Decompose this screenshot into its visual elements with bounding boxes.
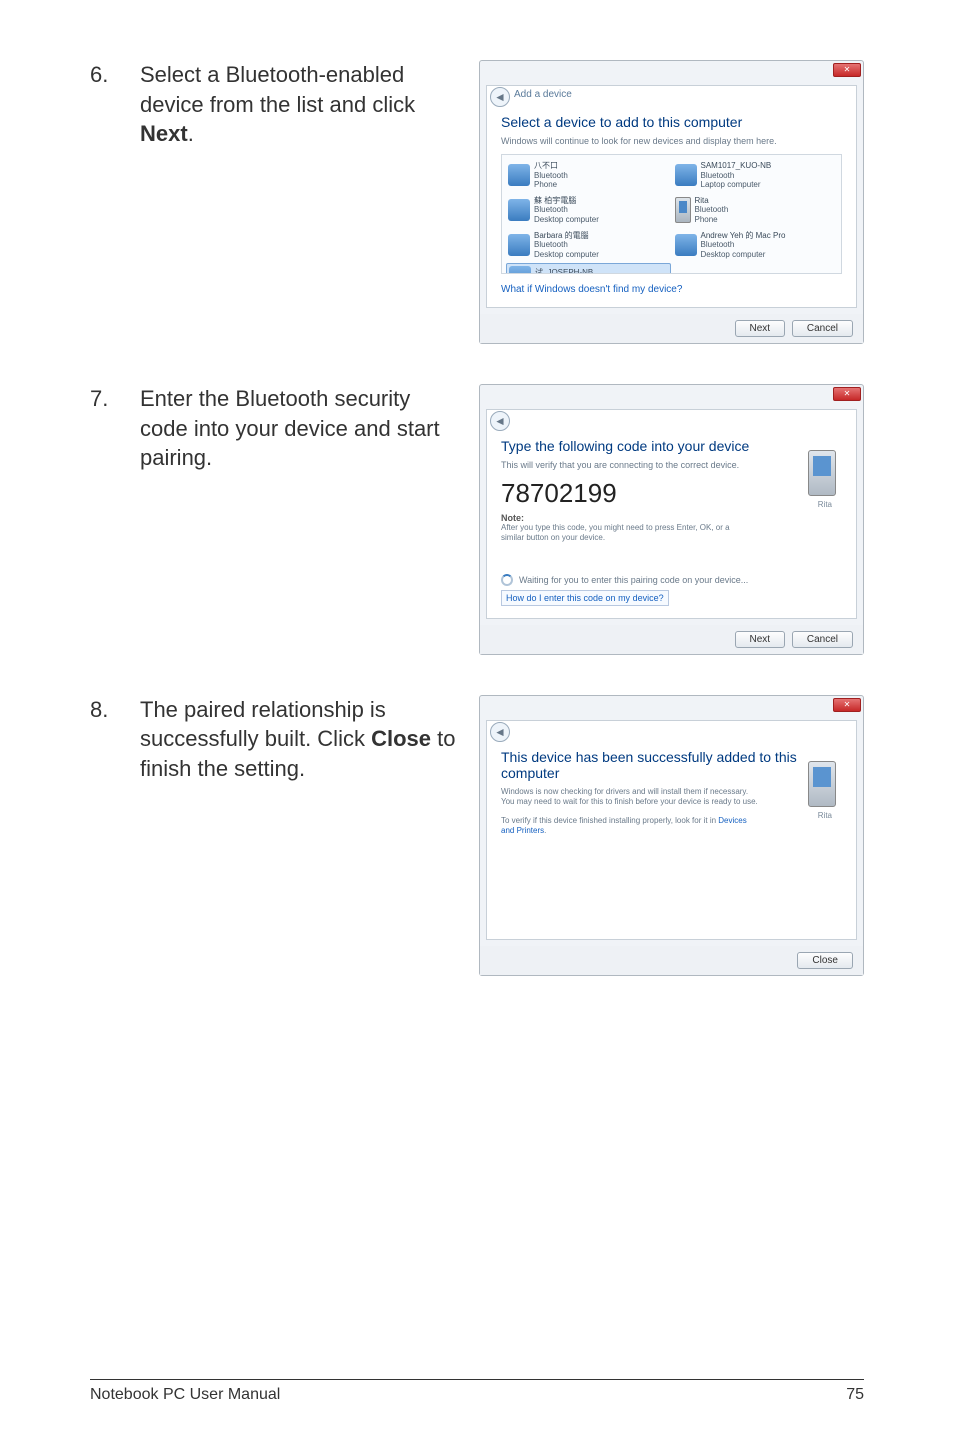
close-icon[interactable]: ✕: [833, 698, 861, 712]
step-text: The paired relationship is successfully …: [140, 695, 479, 784]
device-kind: Laptop computer: [701, 180, 772, 190]
cancel-button[interactable]: Cancel: [792, 320, 853, 337]
device-item[interactable]: SAM1017_KUO-NBBluetoothLaptop computer: [673, 159, 838, 192]
device-kind: Phone: [695, 215, 729, 225]
device-icon: [675, 164, 697, 186]
success-para2a: To verify if this device finished instal…: [501, 816, 718, 825]
phone-icon: [808, 761, 836, 807]
step6-bold: Next: [140, 121, 188, 146]
waiting-text: Waiting for you to enter this pairing co…: [519, 575, 748, 585]
device-name: Andrew Yeh 的 Mac Pro: [701, 231, 786, 241]
device-icon: [508, 234, 530, 256]
dialog-subtext: This will verify that you are connecting…: [501, 460, 842, 470]
device-list: 八不口BluetoothPhone SAM1017_KUO-NBBluetoot…: [501, 154, 842, 274]
device-item[interactable]: 蘇 柏宇電腦BluetoothDesktop computer: [506, 194, 671, 227]
close-icon[interactable]: ✕: [833, 63, 861, 77]
step-number: 6.: [90, 60, 140, 88]
device-name: Rita: [695, 196, 729, 206]
spinner-icon: [501, 574, 513, 586]
device-name: SAM1017_KUO-NB: [701, 161, 772, 171]
device-item-selected[interactable]: 试_JOSEPH-NBBluetooth: [506, 263, 671, 274]
phone-icon: [675, 197, 691, 223]
device-item[interactable]: Barbara 的電腦BluetoothDesktop computer: [506, 229, 671, 262]
device-name: Barbara 的電腦: [534, 231, 599, 241]
step-number: 8.: [90, 695, 140, 723]
step6-frag2: .: [188, 121, 194, 146]
dialog-footer: Next Cancel: [480, 625, 863, 654]
device-kind: Desktop computer: [701, 250, 786, 260]
phone-caption: Rita: [818, 500, 832, 509]
dialog-heading: Type the following code into your device: [501, 438, 842, 454]
dialog-success: ✕ ◄ Add a device This device has been su…: [479, 695, 864, 976]
step8-bold: Close: [371, 726, 431, 751]
phone-caption: Rita: [818, 811, 832, 820]
device-type: Bluetooth: [701, 240, 786, 250]
step8-frag1: The paired relationship is successfully …: [140, 697, 386, 752]
step-number: 7.: [90, 384, 140, 412]
dialog-footer: Next Cancel: [480, 314, 863, 343]
device-icon: [508, 164, 530, 186]
help-link[interactable]: How do I enter this code on my device?: [501, 590, 669, 606]
footer-title: Notebook PC User Manual: [90, 1386, 280, 1404]
device-item[interactable]: RitaBluetoothPhone: [673, 194, 838, 227]
note-text: After you type this code, you might need…: [501, 523, 741, 544]
step-text: Select a Bluetooth-enabled device from t…: [140, 60, 479, 149]
breadcrumb: Add a device: [514, 89, 572, 100]
device-kind: Phone: [534, 180, 568, 190]
close-button[interactable]: Close: [797, 952, 853, 969]
note-label: Note:: [501, 513, 842, 523]
help-link[interactable]: What if Windows doesn't find my device?: [501, 284, 842, 295]
device-icon: [509, 266, 531, 274]
next-button[interactable]: Next: [735, 320, 786, 337]
back-icon[interactable]: ◄: [490, 87, 510, 107]
back-icon[interactable]: ◄: [490, 722, 510, 742]
device-type: Bluetooth: [534, 205, 599, 215]
page-number: 75: [846, 1386, 864, 1404]
device-name: 试_JOSEPH-NB: [535, 268, 593, 274]
close-icon[interactable]: ✕: [833, 387, 861, 401]
device-icon: [675, 234, 697, 256]
device-item[interactable]: 八不口BluetoothPhone: [506, 159, 671, 192]
step6-frag1: Select a Bluetooth-enabled device from t…: [140, 62, 415, 117]
dialog-heading: Select a device to add to this computer: [501, 114, 842, 130]
device-type: Bluetooth: [701, 171, 772, 181]
pairing-code: 78702199: [501, 478, 842, 509]
dialog-pairing-code: ✕ ◄ Add a device Type the following code…: [479, 384, 864, 655]
device-type: Bluetooth: [695, 205, 729, 215]
phone-icon: [808, 450, 836, 496]
cancel-button[interactable]: Cancel: [792, 631, 853, 648]
device-kind: Desktop computer: [534, 250, 599, 260]
dialog-heading: This device has been successfully added …: [501, 749, 842, 781]
success-para1: Windows is now checking for drivers and …: [501, 787, 761, 808]
device-type: Bluetooth: [534, 171, 568, 181]
dialog-subtext: Windows will continue to look for new de…: [501, 136, 842, 146]
device-name: 八不口: [534, 161, 568, 171]
dialog-footer: Close: [480, 946, 863, 975]
device-item[interactable]: Andrew Yeh 的 Mac ProBluetoothDesktop com…: [673, 229, 838, 262]
back-icon[interactable]: ◄: [490, 411, 510, 431]
device-name: 蘇 柏宇電腦: [534, 196, 599, 206]
page-footer: Notebook PC User Manual 75: [90, 1379, 864, 1404]
success-para2: To verify if this device finished instal…: [501, 816, 761, 837]
next-button[interactable]: Next: [735, 631, 786, 648]
device-icon: [508, 199, 530, 221]
step-text: Enter the Bluetooth security code into y…: [140, 384, 479, 473]
dialog-select-device: ✕ ◄ Add a device Select a device to add …: [479, 60, 864, 344]
device-kind: Desktop computer: [534, 215, 599, 225]
device-type: Bluetooth: [534, 240, 599, 250]
